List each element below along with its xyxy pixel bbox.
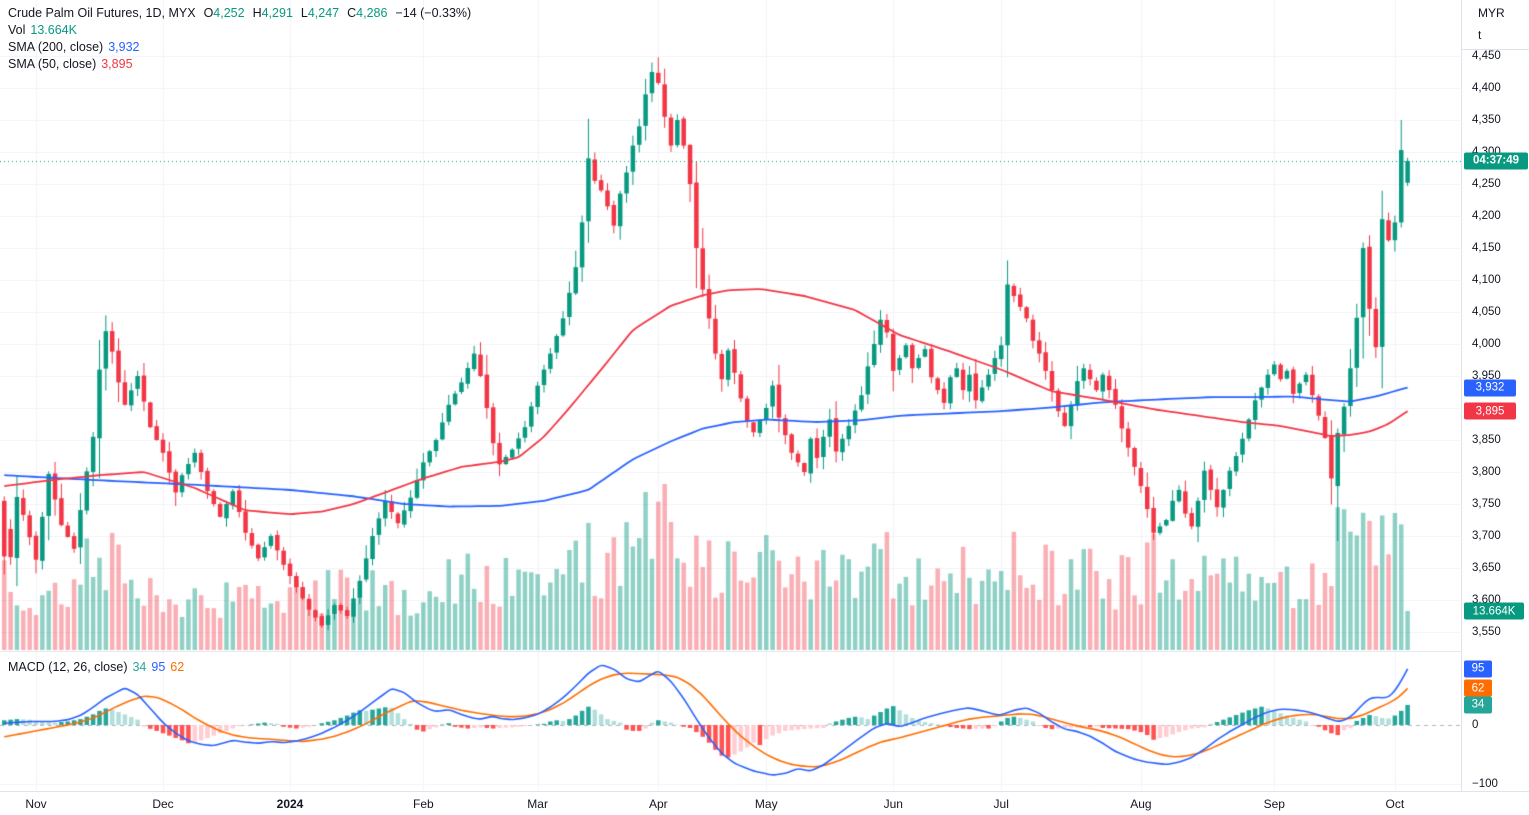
macd-label: MACD (12, 26, close) [8, 660, 128, 674]
low-label: L [300, 6, 308, 20]
sma50-value: 3,895 [101, 57, 133, 71]
low-value: 4,247 [307, 6, 340, 20]
time-axis-label: Feb [413, 797, 434, 811]
sma50-badge: 3,895 [1464, 402, 1516, 420]
axis-unit-header: MYR t [1462, 0, 1529, 50]
macd-line-value: 95 [151, 660, 166, 674]
macd-hist-value: 34 [132, 660, 147, 674]
price-axis-label: 3,650 [1472, 562, 1501, 574]
price-axis-label: 3,950 [1472, 370, 1501, 382]
time-axis-label: 2024 [276, 797, 304, 811]
macd-signal-badge: 62 [1464, 679, 1492, 697]
sma50-label: SMA (50, close) [8, 57, 97, 71]
price-axis-label: 4,150 [1472, 242, 1501, 254]
macd-hist-badge: 34 [1464, 696, 1492, 714]
open-value: 4,252 [213, 6, 245, 20]
legend-symbol-row[interactable]: Crude Palm Oil Futures, 1D, MYX O4,252 H4,… [8, 5, 471, 22]
volume-value: 13.664K [30, 23, 77, 37]
time-axis-label: Nov [25, 797, 47, 811]
time-axis-label: Dec [152, 797, 174, 811]
countdown-badge: 04:37:49 [1464, 152, 1528, 170]
time-axis-label: Mar [527, 797, 548, 811]
volume-label: Vol [8, 23, 26, 37]
legend-sma200-row[interactable]: SMA (200, close) 3,932 [8, 39, 471, 56]
macd-axis-label: 0 [1472, 719, 1479, 731]
change-value: −14 (−0.33%) [395, 6, 472, 20]
close-label: C [347, 6, 357, 20]
volume-badge: 13.664K [1464, 602, 1524, 620]
price-axis-label: 4,400 [1472, 82, 1501, 94]
price-axis-label: 3,800 [1472, 466, 1501, 478]
time-axis-label: May [754, 797, 778, 811]
open-label: O [203, 6, 214, 20]
legend: Crude Palm Oil Futures, 1D, MYX O4,252 H4,… [8, 5, 471, 73]
macd-line-badge: 95 [1464, 660, 1492, 678]
sma200-label: SMA (200, close) [8, 40, 104, 54]
time-axis-label: Oct [1385, 797, 1405, 811]
legend-macd-row[interactable]: MACD (12, 26, close) 34 95 62 [8, 660, 184, 674]
macd-signal-value: 62 [170, 660, 185, 674]
currency-label: MYR [1478, 6, 1505, 20]
time-axis[interactable]: Nov Dec 2024 Feb Mar Apr May Jun Jul Aug Sep Oct [0, 791, 1529, 815]
price-axis-label: 4,250 [1472, 178, 1501, 190]
price-axis-label: 4,200 [1472, 210, 1501, 222]
time-axis-label: Jun [883, 797, 903, 811]
price-axis-label: 4,000 [1472, 338, 1501, 350]
macd-axis-label: −100 [1472, 778, 1498, 790]
price-axis-label: 4,100 [1472, 274, 1501, 286]
high-value: 4,291 [261, 6, 293, 20]
price-axis-label: 4,350 [1472, 114, 1501, 126]
price-axis-label: 3,850 [1472, 434, 1501, 446]
sma200-badge: 3,932 [1464, 379, 1516, 397]
symbol-title: Crude Palm Oil Futures, 1D, MYX [8, 6, 196, 20]
price-axis-label: 4,450 [1472, 50, 1501, 62]
time-axis-label: Jul [993, 797, 1009, 811]
unit-label: t [1478, 28, 1482, 42]
legend-volume-row[interactable]: Vol 13.664K [8, 22, 471, 39]
price-axis-label: 4,050 [1472, 306, 1501, 318]
high-label: H [252, 6, 262, 20]
time-axis-label: Aug [1130, 797, 1152, 811]
pane-separator[interactable] [0, 651, 1461, 652]
price-axis[interactable]: MYR t 4,4504,4004,3504,3004,2504,2004,15… [1461, 0, 1529, 791]
time-axis-label: Apr [648, 797, 668, 811]
price-axis-label: 3,700 [1472, 530, 1501, 542]
close-value: 4,286 [356, 6, 388, 20]
legend-sma50-row[interactable]: SMA (50, close) 3,895 [8, 56, 471, 73]
time-axis-label: Sep [1263, 797, 1285, 811]
price-axis-label: 3,550 [1472, 626, 1501, 638]
price-axis-label: 3,750 [1472, 498, 1501, 510]
sma200-value: 3,932 [108, 40, 140, 54]
